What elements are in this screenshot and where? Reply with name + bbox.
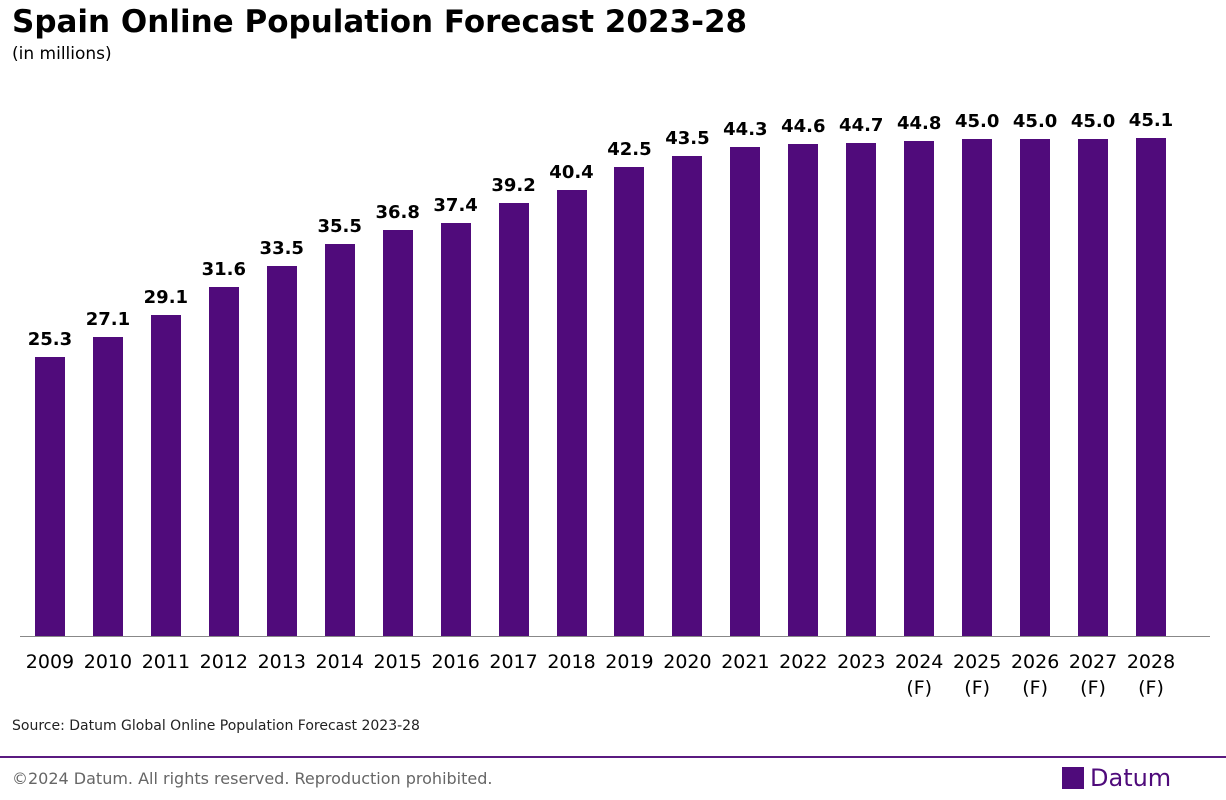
bar [788,143,819,636]
bar [672,155,703,636]
bar [614,166,645,636]
x-tick-label: 2017 [489,651,538,673]
chart-subtitle: (in millions) [12,44,112,64]
x-tick-label: 2026 (F) [1010,651,1060,699]
x-tick-label: 2027 (F) [1068,651,1118,699]
bar [904,141,935,636]
value-label: 39.2 [491,175,536,197]
value-label: 45.0 [954,111,1000,133]
value-label: 27.1 [85,308,131,330]
logo: Datum [1062,764,1171,792]
bar [556,189,587,636]
value-label: 31.6 [201,259,247,281]
value-label: 43.5 [665,127,710,149]
logo-text: Datum [1090,764,1172,792]
value-label: 35.5 [317,216,362,238]
x-tick-label: 2015 [373,651,422,673]
bar [846,142,877,636]
x-tick-label: 2022 [779,651,828,673]
x-tick-label: 2028 (F) [1126,651,1176,699]
value-label: 45.0 [1012,111,1058,133]
x-tick-label: 2014 [315,651,364,673]
x-tick-label: 2019 [605,651,654,673]
value-label: 29.1 [143,286,189,308]
bar [498,203,529,636]
bar [208,287,239,636]
bar [324,244,355,636]
value-label: 40.4 [549,161,594,183]
value-label: 45.0 [1070,111,1116,133]
value-label: 33.5 [259,238,304,260]
x-tick-label: 2023 [837,651,886,673]
bar [1136,138,1167,636]
value-label: 45.1 [1128,110,1174,132]
value-label: 42.5 [607,138,652,160]
bar [150,314,181,636]
logo-icon [1062,767,1084,789]
value-label: 37.4 [433,195,478,217]
x-tick-label: 2021 [721,651,770,673]
value-label: 44.7 [839,114,884,136]
x-tick-label: 2012 [199,651,248,673]
x-tick-label: 2016 [431,651,480,673]
x-tick-label: 2011 [141,651,191,673]
bar [730,146,761,636]
bar [1020,139,1051,636]
chart-title: Spain Online Population Forecast 2023-28 [12,4,748,40]
x-tick-label: 2009 [25,651,75,673]
footer-rule [0,756,1226,758]
value-label: 44.3 [723,118,768,140]
copyright: ©2024 Datum. All rights reserved. Reprod… [12,769,493,788]
bar [266,266,297,636]
source-note: Source: Datum Global Online Population F… [12,718,420,734]
x-tick-label: 2018 [547,651,596,673]
bar [962,139,993,636]
x-tick-label: 2024 (F) [895,651,944,699]
bar [1078,139,1109,636]
bar [382,229,413,636]
x-tick-label: 2013 [257,651,306,673]
value-label: 44.6 [781,115,826,137]
value-label: 25.3 [27,328,73,350]
value-label: 36.8 [375,201,420,223]
x-tick-label: 2010 [83,651,133,673]
bar [34,356,65,636]
x-axis-line [20,636,1210,637]
bar [440,223,471,636]
value-label: 44.8 [897,113,942,135]
x-tick-label: 2020 [663,651,712,673]
bar [92,336,123,636]
x-tick-label: 2025 (F) [952,651,1002,699]
